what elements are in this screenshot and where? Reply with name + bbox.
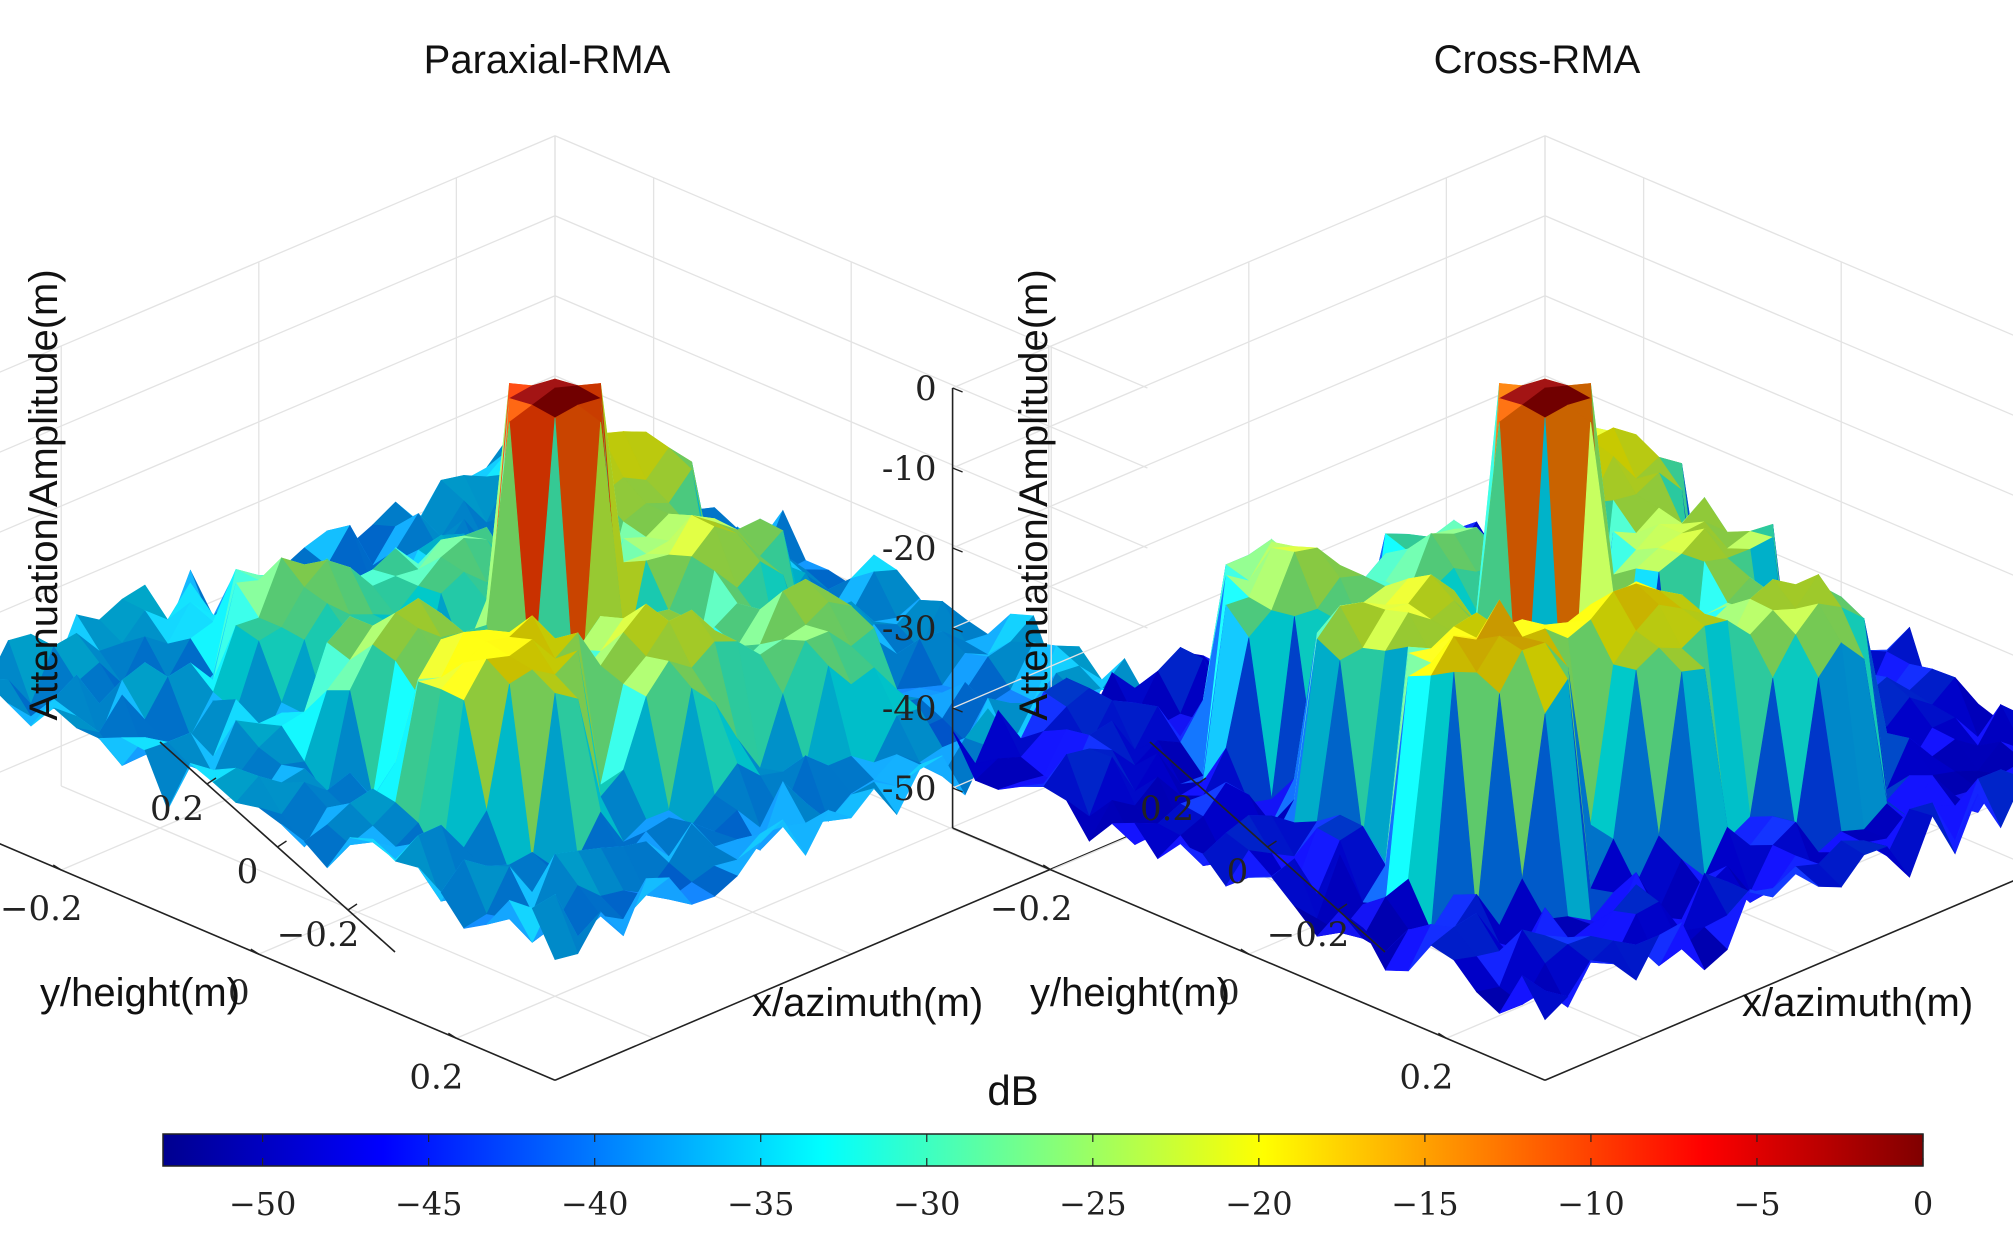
surface-plot bbox=[0, 378, 1149, 960]
z-tick bbox=[952, 707, 963, 713]
wall-gridline bbox=[1544, 135, 2013, 336]
x-tick-label: 0 bbox=[1218, 973, 1240, 1013]
panel-cross-rma: Cross-RMA 0 -10 -20 -30 -40 -50 −0.2 0 0.2 0.2 0 −0… bbox=[882, 38, 2013, 1097]
z-tick bbox=[952, 787, 963, 793]
z-tick-label: -40 bbox=[882, 689, 937, 729]
colorbar-label: dB bbox=[987, 1067, 1038, 1114]
z-tick-label: -30 bbox=[882, 609, 937, 649]
colorbar-tick-label: −50 bbox=[229, 1185, 297, 1223]
z-tick bbox=[952, 467, 963, 473]
colorbar-tick-label: −20 bbox=[1225, 1185, 1293, 1223]
panel-title: Paraxial-RMA bbox=[424, 38, 671, 82]
colorbar-tick-label: −10 bbox=[1557, 1185, 1625, 1223]
surface-facet bbox=[531, 894, 579, 960]
panel-paraxial-rma: Paraxial-RMA 0 -10 -20 -30 -40 -50 −0.2 0 0.2 0.2… bbox=[0, 38, 1149, 1097]
x-tick bbox=[447, 1032, 457, 1039]
z-axis-label: Attenuation/Amplitude(m) bbox=[22, 269, 66, 720]
x-tick-label: 0 bbox=[228, 973, 250, 1013]
y-tick bbox=[277, 840, 287, 848]
colorbar-tick-label: −40 bbox=[561, 1185, 629, 1223]
y-tick bbox=[347, 903, 358, 911]
surface-facet bbox=[1521, 975, 1569, 1021]
z-tick-label: -20 bbox=[882, 529, 937, 569]
z-axis-label: Attenuation/Amplitude(m) bbox=[1012, 269, 1056, 720]
colorbar-gradient bbox=[162, 1133, 1924, 1167]
y-axis-line bbox=[554, 827, 1148, 1081]
z-tick bbox=[952, 627, 963, 633]
y-tick-label: 0 bbox=[1227, 852, 1249, 892]
x-tick-label: −0.2 bbox=[0, 889, 83, 929]
x-tick bbox=[1437, 1032, 1447, 1039]
colorbar-tick-label: −35 bbox=[727, 1185, 795, 1223]
x-tick-label: 0.2 bbox=[1399, 1057, 1453, 1097]
colorbar-tick-label: −5 bbox=[1733, 1185, 1780, 1223]
colorbar-tick-label: −45 bbox=[395, 1185, 463, 1223]
x-tick bbox=[250, 948, 260, 955]
x-tick bbox=[1042, 864, 1052, 871]
z-tick bbox=[952, 387, 963, 393]
y-axis-label: y/height(m) bbox=[1030, 971, 1230, 1015]
y-tick bbox=[206, 777, 217, 785]
y-axis-line bbox=[1544, 880, 2013, 1081]
z-tick bbox=[952, 547, 963, 553]
panel-title: Cross-RMA bbox=[1434, 38, 1641, 82]
y-tick bbox=[1267, 840, 1277, 848]
x-tick bbox=[52, 864, 62, 871]
y-tick-label: −0.2 bbox=[277, 915, 360, 955]
y-tick bbox=[1196, 777, 1207, 785]
z-tick-label: -50 bbox=[882, 769, 937, 809]
z-tick-label: -10 bbox=[882, 449, 937, 489]
y-axis-label: y/height(m) bbox=[40, 971, 240, 1015]
z-tick-label: 0 bbox=[915, 369, 937, 409]
colorbar-tick-label: 0 bbox=[1913, 1185, 1933, 1223]
wall-gridline bbox=[0, 135, 556, 373]
colorbar-tick-label: −25 bbox=[1059, 1185, 1127, 1223]
colorbar-tick-label: −15 bbox=[1391, 1185, 1459, 1223]
y-tick-label: 0 bbox=[237, 852, 259, 892]
colorbar: dB −50 −45 −40 −35 −30 −25 −20 −15 −10 −5 0 bbox=[162, 1067, 1933, 1223]
y-tick-label: 0.2 bbox=[150, 789, 204, 829]
x-axis-label: x/azimuth(m) bbox=[752, 981, 983, 1025]
x-tick-label: 0.2 bbox=[409, 1057, 463, 1097]
x-axis-label: x/azimuth(m) bbox=[1742, 981, 1973, 1025]
colorbar-tick-label: −30 bbox=[893, 1185, 961, 1223]
x-tick bbox=[1240, 948, 1250, 955]
y-tick bbox=[1337, 903, 1348, 911]
surface-plot bbox=[952, 378, 2013, 1021]
floor-gridline bbox=[60, 785, 654, 1039]
y-tick-label: −0.2 bbox=[1267, 915, 1350, 955]
y-tick-label: 0.2 bbox=[1140, 789, 1194, 829]
x-tick-label: −0.2 bbox=[990, 889, 1073, 929]
